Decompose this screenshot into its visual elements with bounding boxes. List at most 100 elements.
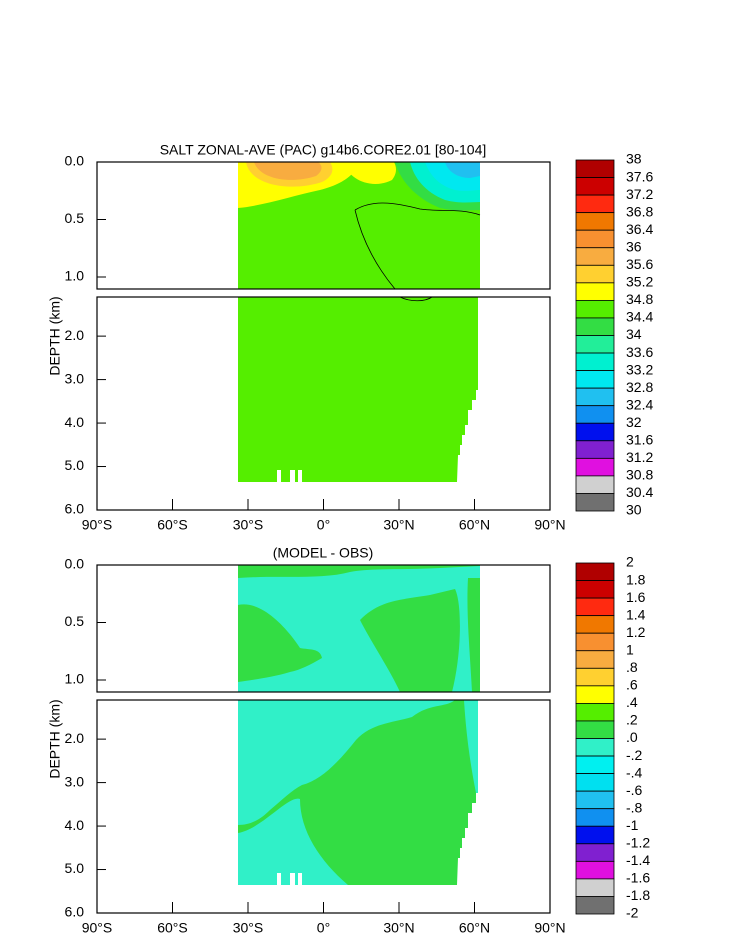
colorbar-box: [575, 177, 615, 196]
colorbar-box: [575, 282, 615, 301]
colorbar-box: [575, 422, 615, 442]
x-tick-label: 90°S: [82, 517, 113, 533]
field: [238, 700, 455, 825]
colorbar-box: [575, 229, 615, 249]
colorbar-label: 2: [626, 554, 634, 570]
field: [445, 162, 480, 178]
colorbar-box: [575, 790, 615, 810]
colorbar-label: 1.2: [626, 624, 646, 640]
colorbar-label: -1.2: [626, 835, 650, 851]
field: [344, 162, 396, 184]
x-tick-label: 0°: [317, 517, 330, 533]
colorbar-label: 37.6: [626, 168, 653, 184]
colorbar-box: [575, 387, 615, 407]
colorbar-label: 34.4: [626, 309, 653, 325]
notch: [298, 873, 302, 885]
colorbar-label: -.2: [626, 747, 643, 763]
colorbar-box: [575, 860, 615, 880]
notch: [290, 470, 295, 482]
colorbar-box: [575, 440, 615, 459]
field: [360, 589, 460, 692]
notch: [277, 873, 281, 885]
y-tick-label: 6.0: [65, 501, 85, 517]
colorbar-box: [575, 194, 615, 214]
colorbar-box: [575, 738, 615, 757]
y-tick-label: 1.0: [65, 671, 85, 687]
notch: [298, 470, 302, 482]
colorbar-label: .2: [626, 712, 638, 728]
colorbar-box: [575, 878, 615, 897]
colorbar-box: [575, 317, 615, 336]
x-tick-label: 30°S: [233, 517, 264, 533]
colorbar-label: 32: [626, 414, 642, 430]
y-tick-label: 0.0: [65, 153, 85, 169]
y-tick-label: 4.0: [65, 414, 85, 430]
colorbar-box: [575, 720, 615, 739]
field: [238, 604, 322, 682]
colorbar-label: 37.2: [626, 186, 653, 202]
colorbar-box: [575, 580, 615, 599]
field: [254, 162, 322, 180]
notch: [290, 873, 295, 885]
colorbar-box: [575, 773, 615, 792]
colorbar-label: 36.8: [626, 203, 653, 219]
colorbar-label: 31.6: [626, 432, 653, 448]
colorbar-label: 1.4: [626, 606, 646, 622]
colorbar-label: 36.4: [626, 221, 653, 237]
y-tick-label: 2.0: [65, 730, 85, 746]
colorbar-label: -1: [626, 817, 639, 833]
colorbar-label: 33.2: [626, 361, 653, 377]
x-tick-label: 60°S: [157, 920, 188, 936]
colorbar-box: [575, 825, 615, 845]
colorbar-label: -1.6: [626, 870, 650, 886]
colorbar-box: [575, 808, 615, 827]
y-tick-label: 3.0: [65, 773, 85, 789]
field: [467, 578, 480, 692]
colorbar-label: .8: [626, 659, 638, 675]
colorbar-label: 30.8: [626, 467, 653, 483]
colorbar-box: [575, 896, 615, 915]
colorbar-box: [575, 615, 615, 634]
colorbar-label: 1.6: [626, 589, 646, 605]
x-tick-label: 30°N: [383, 920, 414, 936]
field: [464, 700, 478, 793]
colorbar-label: 34.8: [626, 291, 653, 307]
colorbar-box: [575, 475, 615, 494]
colorbar-box: [575, 299, 615, 319]
colorbar-label: 1: [626, 641, 634, 657]
y-tick-label: 1.0: [65, 268, 85, 284]
colorbar-box: [575, 405, 615, 424]
y-axis-label: DEPTH (km): [47, 699, 63, 778]
colorbar-label: -1.4: [626, 852, 650, 868]
y-tick-label: 0.5: [65, 613, 85, 629]
colorbar-label: -.4: [626, 764, 643, 780]
x-tick-label: 60°N: [459, 920, 490, 936]
colorbar-label: 36: [626, 238, 642, 254]
field: [238, 297, 478, 482]
colorbar-label: .6: [626, 677, 638, 693]
colorbar-box: [575, 685, 615, 704]
colorbar-box: [575, 755, 615, 774]
colorbar-label: .4: [626, 694, 638, 710]
plot-frame: [96, 161, 551, 290]
colorbar-label: 35.6: [626, 256, 653, 272]
plot-frame: [96, 564, 551, 693]
field: [238, 798, 348, 885]
y-tick-label: 2.0: [65, 327, 85, 343]
colorbar-box: [575, 562, 615, 581]
x-tick-label: 30°N: [383, 517, 414, 533]
colorbar-label: 1.8: [626, 571, 646, 587]
colorbar-label: 33.6: [626, 344, 653, 360]
y-tick-label: 4.0: [65, 817, 85, 833]
colorbar-box: [575, 650, 615, 669]
colorbar-box: [575, 843, 615, 862]
panel: SALT ZONAL-AVE (PAC) g14b6.CORE2.01 [80-…: [47, 142, 654, 533]
x-tick-label: 60°S: [157, 517, 188, 533]
colorbar-label: 34: [626, 326, 642, 342]
colorbar-label: .0: [626, 729, 638, 745]
colorbar-box: [575, 159, 615, 178]
colorbar-box: [575, 457, 615, 477]
colorbar-label: 31.2: [626, 449, 653, 465]
x-tick-label: 90°N: [534, 517, 565, 533]
